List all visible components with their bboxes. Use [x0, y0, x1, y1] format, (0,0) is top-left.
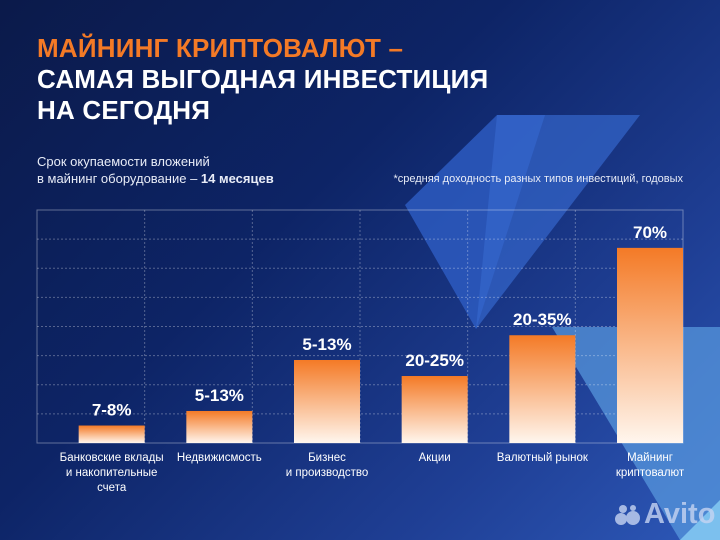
data-label: 20-35% — [513, 310, 572, 329]
bar — [509, 335, 576, 443]
bar — [401, 376, 468, 443]
category-label: Майнинг криптовалют — [615, 452, 685, 479]
category-label: Акции — [418, 452, 451, 464]
bar — [186, 410, 253, 443]
category-label: Недвижисмость — [176, 452, 262, 464]
bar — [78, 425, 145, 443]
avito-dots-icon — [615, 504, 640, 525]
data-label: 20-25% — [405, 351, 464, 370]
bar — [617, 247, 683, 443]
category-label: Банковские вклады и накопительные счета — [59, 452, 164, 494]
data-label: 70% — [633, 223, 667, 242]
category-label: Валютный рынок — [496, 452, 588, 464]
avito-logo: Avito — [614, 498, 715, 531]
page-title: МАЙНИНГ КРИПТОВАЛЮТ – САМАЯ ВЫГОДНАЯ ИНВ… — [37, 33, 489, 125]
data-label: 5-13% — [195, 386, 244, 405]
data-label: 7-8% — [92, 401, 132, 420]
subtitle: Срок окупаемости вложений в майнинг обор… — [37, 154, 274, 186]
footnote: *средняя доходность разных типов инвести… — [393, 173, 683, 185]
data-label: 5-13% — [302, 335, 351, 354]
bar — [294, 359, 360, 443]
category-label: Бизнес и производство — [285, 452, 369, 479]
